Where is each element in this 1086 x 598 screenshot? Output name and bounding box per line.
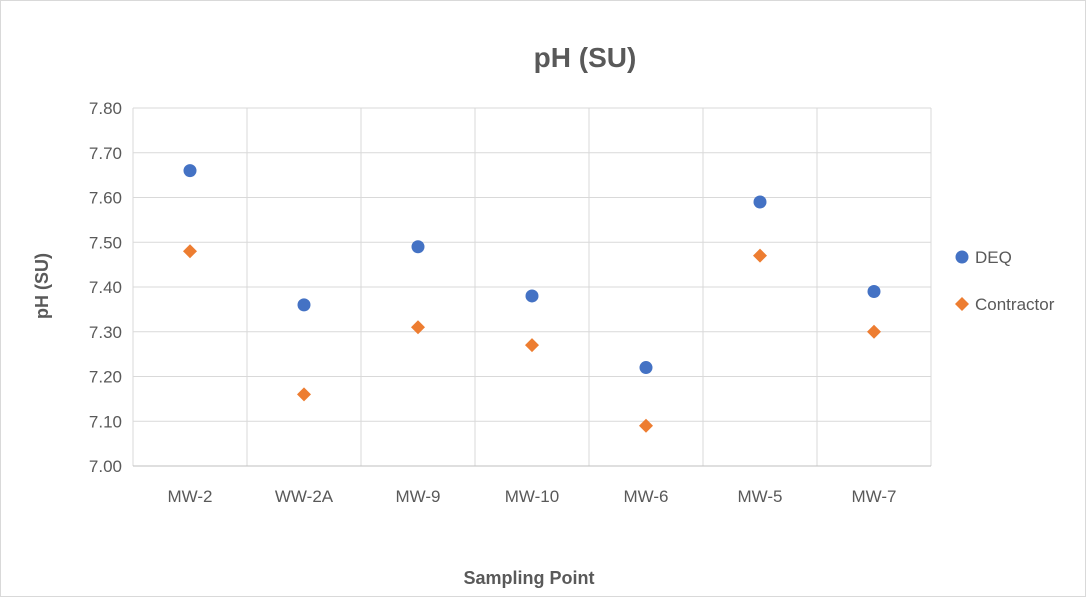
x-tick-label: MW-10 <box>505 487 559 506</box>
deq-point <box>183 164 197 178</box>
x-tick-label: MW-7 <box>851 487 896 506</box>
legend-label: Contractor <box>975 295 1055 314</box>
y-tick-label: 7.40 <box>89 278 122 297</box>
contractor-point <box>753 248 767 263</box>
data-points <box>183 164 881 433</box>
contractor-point <box>525 338 539 353</box>
y-tick-label: 7.00 <box>89 457 122 476</box>
y-tick-label: 7.70 <box>89 144 122 163</box>
y-tick-label: 7.10 <box>89 412 122 431</box>
y-tick-label: 7.30 <box>89 323 122 342</box>
contractor-point <box>411 320 425 335</box>
x-tick-label: MW-9 <box>395 487 440 506</box>
contractor-point <box>639 418 653 433</box>
chart-title: pH (SU) <box>534 42 637 73</box>
deq-point <box>753 195 767 209</box>
deq-point <box>525 289 539 303</box>
y-tick-label: 7.50 <box>89 233 122 252</box>
x-tick-label: MW-6 <box>623 487 668 506</box>
y-tick-labels: 7.00 7.10 7.20 7.30 7.40 7.50 7.60 7.70 7.80 <box>89 99 122 476</box>
contractor-point <box>297 387 311 402</box>
x-axis-title: Sampling Point <box>463 568 594 588</box>
x-tick-label: WW-2A <box>275 487 334 506</box>
deq-point <box>867 284 881 298</box>
y-tick-label: 7.80 <box>89 99 122 118</box>
deq-point <box>297 298 311 312</box>
legend-marker <box>955 297 969 311</box>
deq-point <box>411 240 425 254</box>
legend-marker <box>955 250 969 264</box>
x-tick-labels: MW-2 WW-2A MW-9 MW-10 MW-6 MW-5 MW-7 <box>167 487 896 506</box>
x-tick-label: MW-2 <box>167 487 212 506</box>
legend-label: DEQ <box>975 248 1012 267</box>
x-tick-label: MW-5 <box>737 487 782 506</box>
y-axis-title: pH (SU) <box>32 253 52 319</box>
y-tick-label: 7.20 <box>89 368 122 387</box>
contractor-point <box>183 244 197 259</box>
deq-point <box>639 361 653 375</box>
y-tick-label: 7.60 <box>89 189 122 208</box>
contractor-point <box>867 324 881 339</box>
legend: DEQ Contractor <box>955 248 1055 314</box>
gridlines <box>132 107 932 467</box>
